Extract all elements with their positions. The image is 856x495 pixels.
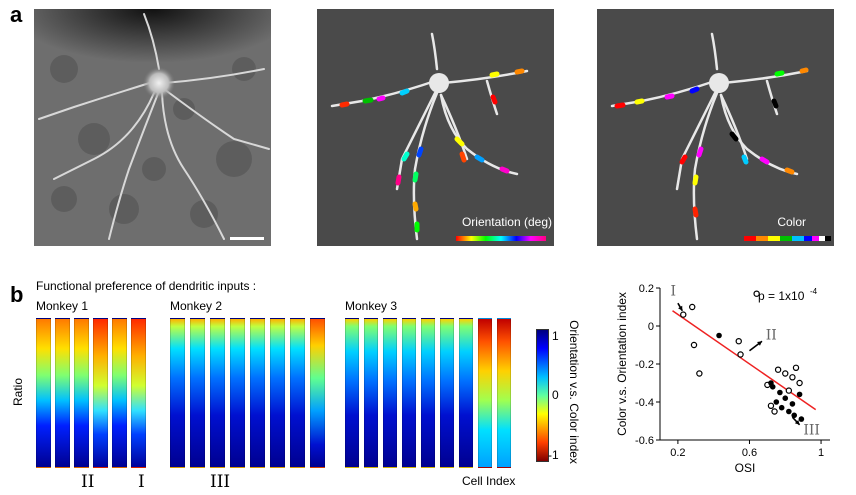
arrow-i-head — [678, 305, 683, 311]
ratio-bar — [421, 318, 435, 468]
ratio-bar — [478, 318, 492, 468]
ratio-bar — [170, 318, 185, 468]
data-point-filled — [796, 391, 803, 398]
p-value-annotation: p = 1x10 — [758, 289, 805, 303]
data-point-filled — [716, 332, 722, 339]
micrograph-orientation: Orientation (deg) — [317, 9, 554, 246]
x-axis-label: OSI — [735, 461, 756, 475]
data-point-hollow — [767, 402, 775, 410]
data-point-filled — [777, 389, 783, 396]
fit-line — [672, 310, 817, 411]
data-point-hollow — [789, 374, 796, 381]
y-tick-label: -0.2 — [635, 359, 654, 371]
ratio-bar — [36, 318, 51, 468]
data-point-hollow — [680, 311, 687, 318]
marker-iii: III — [210, 472, 231, 492]
ratio-bar — [383, 318, 397, 468]
x-tick-label: 1 — [818, 447, 824, 459]
color-scale-bar — [744, 236, 831, 241]
data-point-filled — [798, 416, 805, 422]
colorbar-label: Orientation v.s. Color index — [567, 320, 581, 464]
ratio-bar — [402, 318, 416, 468]
data-point-filled — [791, 412, 798, 419]
ratio-bar — [230, 318, 245, 468]
data-point-hollow — [753, 290, 760, 297]
ratio-bar — [497, 318, 511, 468]
micrograph-color-image — [597, 9, 834, 246]
ratio-bar — [93, 318, 108, 468]
monkey-1-label: Monkey 1 — [36, 299, 89, 313]
monkey-3-label: Monkey 3 — [345, 299, 398, 313]
y-axis-label: Color v.s. Orientation index — [615, 292, 629, 436]
y-tick-label: 0.2 — [639, 283, 654, 295]
ratio-bar — [440, 318, 454, 468]
ratio-bar — [112, 318, 127, 468]
ratio-bar — [364, 318, 378, 468]
colorbar — [536, 329, 549, 462]
micrograph-color: Color — [597, 9, 834, 246]
ratio-bar — [270, 318, 285, 468]
data-point-hollow — [796, 379, 803, 387]
data-point-filled — [782, 395, 789, 401]
colorbar-tick-max: 1 — [552, 329, 559, 343]
y-tick-label: 0 — [648, 321, 654, 333]
data-point-filled — [786, 408, 792, 415]
label-ii: II — [766, 327, 777, 343]
panel-letter-a: a — [10, 2, 23, 27]
colorbar-tick-mid: 0 — [552, 388, 559, 402]
arrow-iii-head — [794, 419, 800, 425]
data-point-hollow — [771, 408, 778, 415]
scatter-chart: 0.2 0 -0.2 -0.4 -0.6 0.2 0.6 1 OSI Color v.s. Ori… — [602, 278, 852, 490]
ratio-bar — [190, 318, 205, 468]
ratio-bar — [310, 318, 325, 468]
colorbar-tick-min: -1 — [548, 448, 559, 462]
label-i: I — [671, 284, 677, 300]
label-iii: III — [803, 423, 820, 439]
y-tick-label: -0.6 — [635, 435, 654, 447]
data-point-filled — [789, 401, 796, 407]
data-point-filled — [769, 384, 776, 390]
data-point-hollow — [690, 341, 698, 349]
cell-index-xlabel: Cell Index — [462, 474, 516, 488]
data-point-hollow — [782, 370, 789, 377]
data-point-hollow — [792, 364, 800, 372]
marker-ii: II — [81, 472, 95, 492]
ratio-bar — [290, 318, 305, 468]
data-point-hollow — [696, 370, 703, 377]
ratio-bar — [250, 318, 265, 468]
micrograph-raw-image — [34, 9, 271, 246]
panel-b-title: Functional preference of dendritic input… — [36, 279, 257, 293]
p-value-exponent: -4 — [810, 287, 818, 296]
ratio-bar — [74, 318, 89, 468]
ratio-bar — [459, 318, 473, 468]
ratio-bar — [131, 318, 146, 468]
x-tick-label: 0.2 — [670, 447, 685, 459]
ratio-bar — [210, 318, 225, 468]
ratio-bar — [345, 318, 359, 468]
micrograph-orientation-image — [317, 9, 554, 246]
data-point-hollow — [737, 351, 744, 358]
data-point-hollow — [774, 366, 782, 373]
data-point-filled — [778, 404, 785, 411]
orientation-label: Orientation (deg) — [461, 215, 552, 229]
ratio-ylabel: Ratio — [11, 377, 26, 407]
data-point-hollow — [689, 303, 696, 311]
monkey-2-label: Monkey 2 — [170, 299, 223, 313]
y-tick-label: -0.4 — [635, 397, 654, 409]
x-tick-label: 0.6 — [742, 447, 757, 459]
scatter-svg: 0.2 0 -0.2 -0.4 -0.6 0.2 0.6 1 OSI Color v.s. Ori… — [615, 283, 830, 475]
data-point-hollow — [735, 338, 742, 345]
panel-letter-b: b — [10, 282, 24, 307]
micrograph-raw — [34, 9, 271, 246]
marker-i: I — [138, 472, 145, 492]
data-point-filled — [773, 399, 780, 405]
data-point-hollow — [785, 387, 793, 394]
arrow-ii-head — [757, 341, 762, 346]
color-label: Color — [777, 215, 806, 229]
ratio-bar — [55, 318, 70, 468]
